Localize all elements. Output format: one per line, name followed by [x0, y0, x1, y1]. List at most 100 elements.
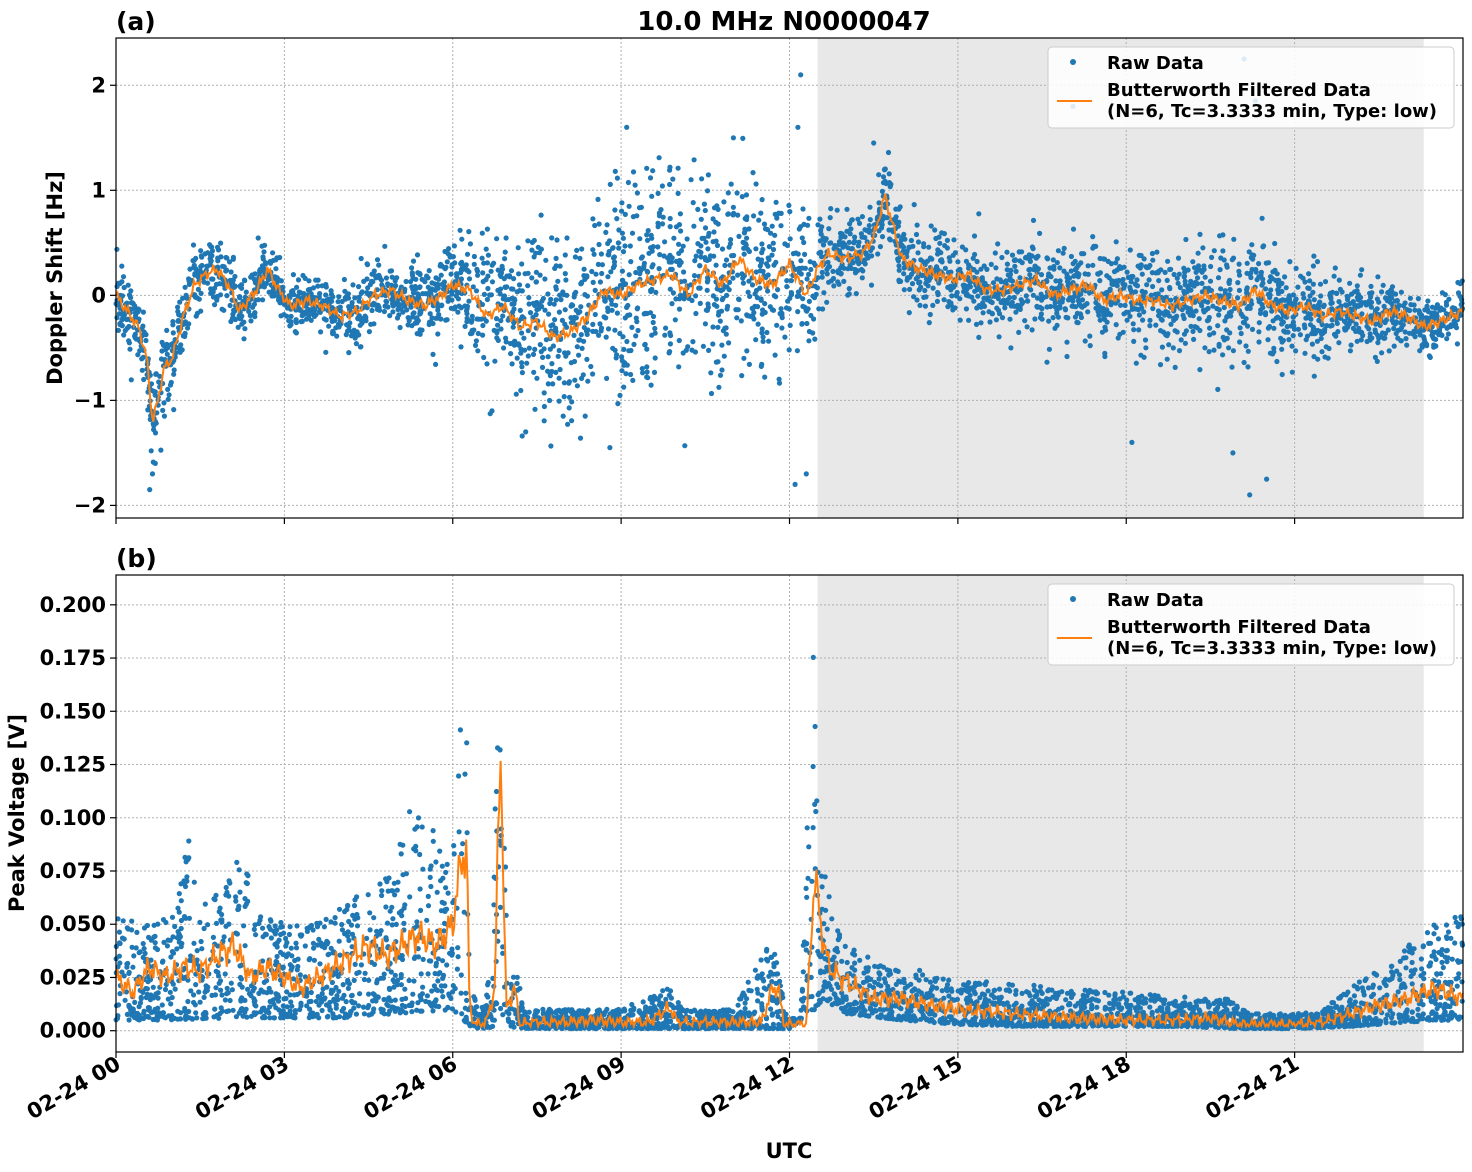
raw-point [574, 344, 580, 350]
raw-point [119, 263, 125, 269]
raw-point [840, 242, 846, 248]
raw-point [766, 338, 772, 344]
raw-point [667, 349, 673, 355]
raw-point [710, 341, 716, 347]
raw-point [969, 294, 975, 300]
raw-point [806, 338, 812, 344]
raw-point [299, 313, 305, 319]
raw-point [540, 354, 546, 360]
raw-point [434, 284, 440, 290]
raw-point [1158, 328, 1164, 334]
raw-point [1057, 305, 1063, 311]
raw-point [1141, 256, 1147, 262]
raw-point [1430, 330, 1436, 336]
raw-point [590, 247, 596, 253]
raw-point [471, 253, 477, 260]
raw-point [242, 326, 248, 332]
raw-point [636, 205, 643, 211]
raw-point [1349, 291, 1355, 297]
raw-point [635, 327, 641, 334]
raw-point [778, 306, 784, 312]
raw-point [170, 330, 176, 336]
raw-point [518, 350, 524, 356]
raw-point [1247, 305, 1253, 311]
raw-point [1393, 330, 1399, 337]
raw-point [855, 243, 862, 249]
raw-point [410, 258, 417, 264]
raw-point [1144, 282, 1150, 288]
raw-point [1240, 319, 1246, 326]
raw-point [978, 266, 984, 272]
raw-point [1280, 319, 1286, 325]
raw-point [633, 315, 639, 321]
raw-point [1176, 271, 1182, 277]
raw-point [711, 253, 717, 259]
raw-point [659, 221, 666, 227]
raw-point [852, 234, 858, 240]
raw-point [744, 235, 750, 241]
raw-point [761, 221, 768, 227]
raw-point [720, 328, 727, 334]
raw-point [1372, 327, 1378, 333]
raw-point [647, 175, 654, 181]
raw-point [1253, 266, 1259, 273]
raw-point [219, 306, 225, 312]
raw-point [755, 321, 761, 327]
raw-point [758, 260, 765, 266]
raw-point [400, 301, 406, 307]
raw-point [481, 291, 487, 297]
raw-point [1237, 339, 1243, 345]
raw-point [721, 199, 727, 205]
raw-point [1385, 327, 1391, 333]
raw-point [1407, 295, 1413, 301]
raw-point [615, 401, 621, 407]
raw-point [170, 322, 176, 328]
raw-point [530, 351, 537, 357]
raw-point [621, 362, 627, 368]
raw-point [662, 239, 668, 245]
raw-point [630, 169, 637, 175]
raw-point [1004, 261, 1011, 267]
raw-point [1404, 342, 1410, 348]
raw-point [876, 172, 882, 178]
raw-point [1250, 256, 1256, 262]
raw-point [614, 310, 621, 316]
raw-point [128, 288, 134, 294]
raw-point [143, 337, 149, 344]
raw-point [622, 281, 628, 288]
raw-point [519, 261, 525, 267]
raw-point [627, 243, 633, 249]
raw-point [676, 241, 682, 247]
raw-point [459, 262, 465, 268]
raw-point [1175, 280, 1181, 286]
raw-point [800, 296, 806, 302]
raw-point [248, 318, 254, 324]
raw-point [389, 274, 395, 280]
raw-point [1368, 283, 1374, 289]
raw-point [518, 346, 524, 352]
raw-point [1024, 324, 1030, 330]
raw-point [1439, 332, 1445, 338]
raw-point [676, 259, 682, 265]
raw-point [669, 301, 675, 307]
raw-point [1256, 339, 1262, 345]
raw-point [987, 319, 993, 325]
raw-point [525, 353, 531, 359]
panel-a-legend: Raw Data Butterworth Filtered Data (N=6,… [1047, 46, 1455, 129]
raw-point [1148, 292, 1154, 298]
raw-point [645, 375, 651, 381]
raw-point [1216, 307, 1222, 313]
raw-point [937, 257, 944, 264]
raw-point [344, 293, 350, 299]
raw-point [705, 172, 712, 178]
raw-point [420, 291, 426, 297]
raw-point [710, 324, 716, 330]
raw-point [127, 346, 133, 352]
raw-point [936, 234, 942, 240]
raw-point [439, 281, 445, 287]
raw-point [1336, 299, 1342, 305]
raw-point [735, 272, 741, 278]
raw-point [1221, 257, 1227, 263]
raw-point [806, 298, 813, 304]
raw-point [210, 289, 216, 295]
